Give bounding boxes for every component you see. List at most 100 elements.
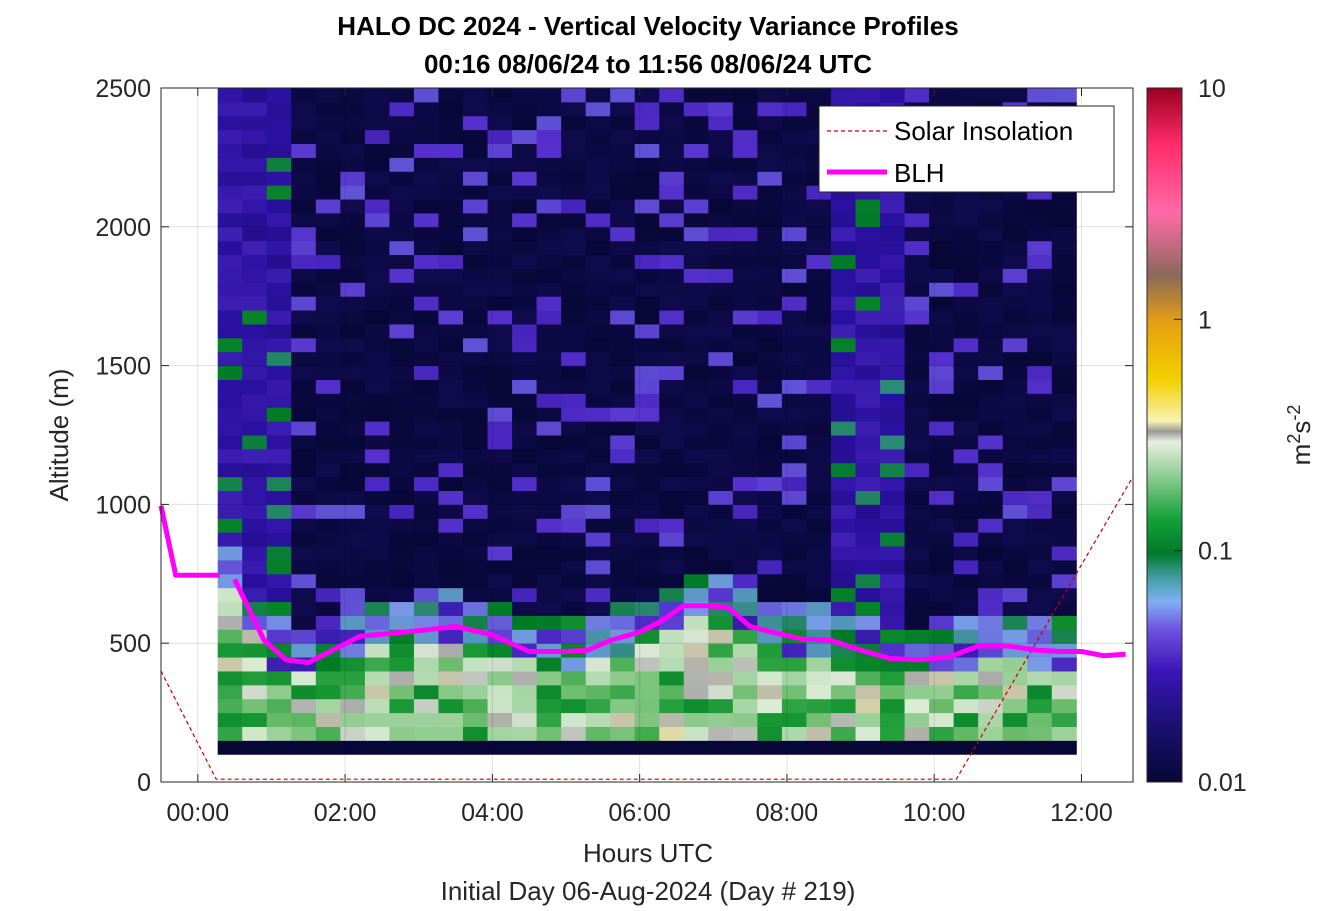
- heatmap-cell: [413, 684, 439, 700]
- heatmap-cell: [659, 518, 685, 533]
- heatmap-cell: [732, 490, 758, 505]
- heatmap-cell: [413, 296, 439, 311]
- heatmap-cell: [217, 282, 243, 297]
- heatmap-cell: [978, 448, 1004, 464]
- heatmap-cell: [781, 212, 807, 228]
- heatmap-cell: [487, 518, 513, 533]
- heatmap-cell: [830, 226, 857, 242]
- series-blh-segment-1: [158, 505, 220, 578]
- heatmap-cell: [364, 476, 390, 492]
- heatmap-cell: [585, 157, 611, 172]
- heatmap-cell: [929, 199, 955, 214]
- heatmap-cell: [610, 296, 636, 311]
- heatmap-cell: [1051, 393, 1077, 408]
- heatmap-cell: [830, 254, 857, 269]
- heatmap-cell: [634, 212, 660, 228]
- heatmap-cell: [929, 684, 955, 700]
- colorbar-tick-label: 0.1: [1198, 538, 1233, 566]
- heatmap-cell: [953, 684, 979, 700]
- heatmap-cell: [634, 254, 660, 269]
- heatmap-cell: [536, 421, 562, 436]
- heatmap-cell: [315, 143, 341, 158]
- heatmap-cell: [1051, 462, 1077, 478]
- y-tick-label: 2000: [95, 214, 151, 242]
- heatmap-cell: [1002, 393, 1028, 408]
- heatmap-cell: [610, 365, 636, 380]
- heatmap-cell: [683, 157, 709, 172]
- heatmap-cell: [242, 323, 268, 339]
- heatmap-cell: [291, 212, 317, 228]
- heatmap-cell: [242, 740, 268, 755]
- heatmap-cell: [438, 212, 464, 228]
- heatmap-cell: [1027, 504, 1053, 519]
- heatmap-cell: [708, 684, 734, 700]
- heatmap-cell: [929, 698, 955, 714]
- heatmap-cell: [1051, 657, 1077, 672]
- heatmap-cell: [389, 407, 415, 422]
- heatmap-cell: [438, 129, 464, 145]
- heatmap-cell: [315, 462, 341, 478]
- heatmap-cell: [463, 504, 489, 519]
- heatmap-cell: [978, 504, 1004, 519]
- heatmap-cell: [830, 573, 857, 589]
- heatmap-cell: [1002, 254, 1028, 269]
- heatmap-cell: [781, 365, 807, 380]
- heatmap-cell: [781, 601, 807, 616]
- heatmap-cell: [1051, 601, 1077, 616]
- heatmap-cell: [266, 199, 292, 214]
- heatmap-cell: [757, 199, 783, 214]
- heatmap-cell: [438, 448, 464, 464]
- heatmap-cell: [291, 684, 317, 700]
- heatmap-cell: [683, 448, 709, 464]
- heatmap-cell: [1002, 490, 1028, 505]
- heatmap-cell: [683, 337, 709, 353]
- heatmap-cell: [242, 351, 268, 367]
- heatmap-cell: [585, 435, 611, 450]
- heatmap-cell: [830, 421, 857, 436]
- heatmap-cell: [855, 351, 881, 367]
- heatmap-cell: [757, 129, 783, 145]
- heatmap-cell: [830, 199, 857, 214]
- heatmap-cell: [561, 337, 587, 353]
- heatmap-cell: [806, 393, 832, 408]
- heatmap-cell: [291, 573, 317, 589]
- heatmap-cell: [806, 532, 832, 547]
- heatmap-cell: [315, 740, 341, 755]
- heatmap-cell: [781, 129, 807, 145]
- heatmap-cell: [291, 712, 317, 727]
- heatmap-cell: [242, 143, 268, 158]
- heatmap-cell: [438, 337, 464, 353]
- heatmap-cell: [683, 615, 709, 630]
- heatmap-cell: [830, 532, 857, 547]
- heatmap-cell: [389, 310, 415, 325]
- heatmap-cell: [929, 448, 955, 464]
- heatmap-cell: [242, 393, 268, 408]
- heatmap-cell: [781, 323, 807, 339]
- heatmap-cell: [757, 185, 783, 200]
- heatmap-cell: [585, 115, 611, 131]
- heatmap-cell: [659, 476, 685, 492]
- heatmap-cell: [389, 657, 415, 672]
- heatmap-cell: [1002, 379, 1028, 394]
- heatmap-cell: [315, 379, 341, 394]
- heatmap-cell: [217, 670, 243, 686]
- heatmap-cell: [757, 684, 783, 700]
- heatmap-cell: [781, 421, 807, 436]
- heatmap-cell: [880, 310, 906, 325]
- heatmap-cell: [1027, 199, 1053, 214]
- heatmap-cell: [585, 254, 611, 269]
- heatmap-cell: [904, 212, 930, 228]
- heatmap-cell: [929, 296, 955, 311]
- heatmap-cell: [757, 643, 783, 658]
- heatmap-cell: [364, 365, 390, 380]
- heatmap-cell: [683, 573, 709, 589]
- heatmap-cell: [830, 740, 857, 755]
- heatmap-cell: [929, 379, 955, 394]
- heatmap-cell: [561, 115, 587, 131]
- heatmap-cell: [781, 101, 807, 117]
- heatmap-cell: [291, 698, 317, 714]
- heatmap-cell: [463, 115, 489, 131]
- heatmap-cell: [413, 421, 439, 436]
- heatmap-cell: [978, 740, 1004, 755]
- heatmap-cell: [315, 587, 341, 603]
